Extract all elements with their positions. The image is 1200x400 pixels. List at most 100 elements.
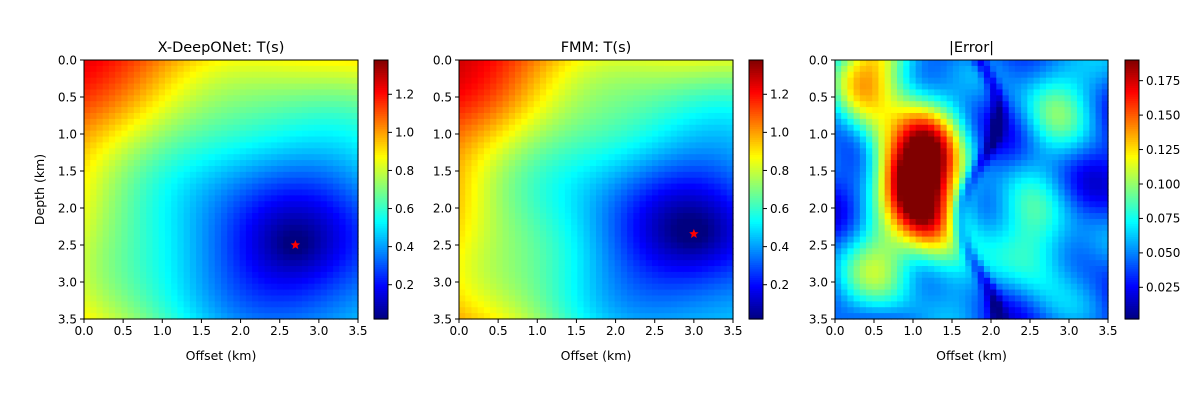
heatmap-cell <box>115 295 122 302</box>
heatmap-cell <box>652 195 659 202</box>
heatmap-cells <box>835 60 1109 320</box>
heatmap-cell <box>683 177 691 185</box>
heatmap-cell <box>140 154 147 161</box>
heatmap-cell <box>320 136 328 144</box>
heatmap-cell <box>847 242 855 249</box>
heatmap-cell <box>270 89 278 96</box>
heatmap-cell <box>264 313 272 320</box>
heatmap-cell <box>928 171 935 179</box>
heatmap-cell <box>133 195 141 202</box>
heatmap-cell <box>158 271 166 279</box>
heatmap-cell <box>602 83 610 91</box>
colorbar-segment <box>374 154 388 158</box>
heatmap-cell <box>270 77 278 85</box>
heatmap-cell <box>866 136 873 144</box>
heatmap-cell <box>853 307 861 314</box>
heatmap-cell <box>558 130 566 138</box>
heatmap-cell <box>689 130 697 138</box>
heatmap-cell <box>221 118 228 126</box>
heatmap-cell <box>477 213 485 220</box>
heatmap-cell <box>283 224 291 232</box>
heatmap-cell <box>835 301 842 308</box>
heatmap-cell <box>670 313 678 320</box>
colorbar-segment <box>749 245 763 249</box>
heatmap-cell <box>521 124 529 132</box>
heatmap-cell <box>720 260 728 267</box>
heatmap-cell <box>146 266 154 273</box>
heatmap-cell <box>459 154 466 161</box>
heatmap-cell <box>859 101 867 108</box>
heatmap-cell <box>533 283 541 291</box>
heatmap-cell <box>227 177 235 185</box>
heatmap-cell <box>351 165 359 173</box>
heatmap-cell <box>527 236 535 244</box>
heatmap-cell <box>652 154 659 161</box>
heatmap-cell <box>84 142 91 149</box>
heatmap-cell <box>202 271 210 279</box>
heatmap-cell <box>872 60 880 67</box>
heatmap-cell <box>859 295 867 302</box>
colorbar-segment <box>749 85 763 89</box>
heatmap-cell <box>283 71 291 79</box>
heatmap-cell <box>645 177 653 185</box>
heatmap-cell <box>847 289 855 297</box>
heatmap-cell <box>90 218 98 226</box>
heatmap-cell <box>158 89 166 96</box>
heatmap-cell <box>872 77 880 85</box>
heatmap-cell <box>308 213 316 220</box>
colorbar-segment <box>374 252 388 255</box>
heatmap-cell <box>835 160 842 167</box>
heatmap-cell <box>841 230 848 238</box>
heatmap-cell <box>214 77 222 85</box>
heatmap-cell <box>841 236 848 244</box>
heatmap-cell <box>115 248 122 255</box>
heatmap-cell <box>608 101 616 108</box>
heatmap-cell <box>841 118 848 126</box>
heatmap-cell <box>289 65 297 73</box>
heatmap-cell <box>841 71 848 79</box>
heatmap-cell <box>884 77 892 85</box>
heatmap-cell <box>158 201 166 208</box>
heatmap-cell <box>928 130 935 138</box>
heatmap-cell <box>295 101 303 108</box>
heatmap-cell <box>652 171 659 179</box>
heatmap-cell <box>465 301 473 308</box>
heatmap-cell <box>620 165 628 173</box>
heatmap-cell <box>539 107 547 114</box>
heatmap-cell <box>847 230 855 238</box>
heatmap-cell <box>508 83 516 91</box>
heatmap-cell <box>233 101 241 108</box>
heatmap-cell <box>714 230 722 238</box>
heatmap-cell <box>670 130 678 138</box>
heatmap-cell <box>502 136 510 144</box>
heatmap-cell <box>915 289 923 297</box>
heatmap-cell <box>189 101 197 108</box>
heatmap-cell <box>515 148 522 155</box>
heatmap-cell <box>627 254 634 261</box>
heatmap-cell <box>508 177 516 185</box>
heatmap-cell <box>620 95 628 102</box>
heatmap-cell <box>627 248 634 255</box>
heatmap-cell <box>177 95 185 102</box>
heatmap-cell <box>652 189 659 196</box>
colorbar-segment <box>749 157 763 160</box>
heatmap-cell <box>496 130 504 138</box>
heatmap-cell <box>915 271 923 279</box>
heatmap-cell <box>133 71 141 79</box>
heatmap-cell <box>196 213 203 220</box>
heatmap-cell <box>701 101 709 108</box>
heatmap-cell <box>339 195 347 202</box>
heatmap-cell <box>158 177 166 185</box>
heatmap-cell <box>940 101 948 108</box>
heatmap-cell <box>608 130 616 138</box>
heatmap-cell <box>627 160 634 167</box>
heatmap-cell <box>202 218 210 226</box>
colorbar-segment <box>374 193 388 197</box>
heatmap-cell <box>227 307 235 314</box>
heatmap-cell <box>214 177 222 185</box>
heatmap-cell <box>701 136 709 144</box>
heatmap-cell <box>252 118 259 126</box>
heatmap-cell <box>664 124 672 132</box>
heatmap-cell <box>928 271 935 279</box>
heatmap-cell <box>465 213 473 220</box>
